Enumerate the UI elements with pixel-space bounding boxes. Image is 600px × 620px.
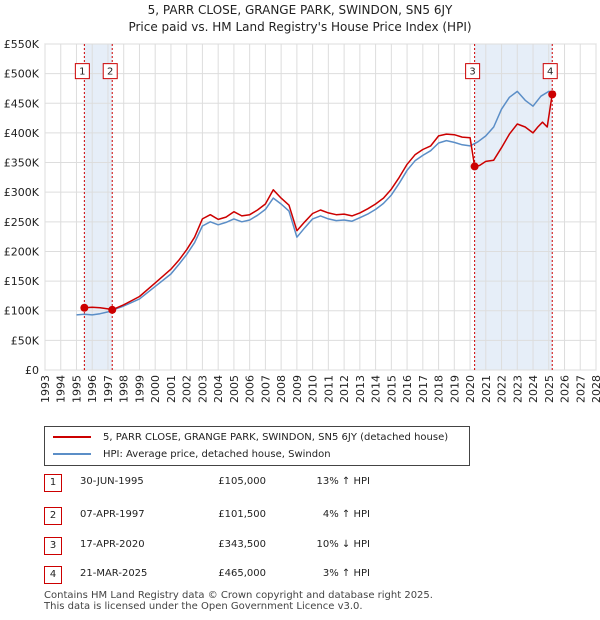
- x-tick-label: 2022: [496, 375, 509, 403]
- sale-hpi-diff: 13% ↑ HPI: [316, 476, 370, 487]
- legend-swatch-property: [53, 436, 91, 438]
- x-tick-label: 2025: [543, 375, 556, 403]
- x-tick-label: 2023: [511, 375, 524, 403]
- x-tick-label: 2019: [448, 375, 461, 403]
- y-tick-label: £50K: [11, 334, 40, 347]
- sale-marker-label: 2: [107, 67, 113, 78]
- y-tick-label: £300K: [4, 186, 40, 199]
- sale-date: 07-APR-1997: [80, 509, 145, 520]
- sale-hpi-diff: 3% ↑ HPI: [322, 568, 370, 579]
- x-tick-label: 1996: [86, 375, 99, 403]
- x-tick-label: 1994: [55, 375, 68, 403]
- x-tick-label: 2016: [401, 375, 414, 403]
- sale-marker-box: [74, 63, 90, 80]
- x-tick-label: 2011: [322, 375, 335, 403]
- y-tick-label: £200K: [4, 245, 40, 258]
- sale-row: 2 07-APR-1997 £101,500 4% ↑ HPI: [0, 507, 600, 525]
- x-tick-label: 2028: [590, 375, 600, 403]
- sale-marker-box: [465, 63, 481, 80]
- x-tick-label: 2002: [181, 375, 194, 403]
- x-tick-label: 2026: [559, 375, 572, 403]
- property-series-line: [84, 90, 556, 311]
- y-tick-label: £500K: [4, 68, 40, 81]
- sale-price: £343,500: [218, 539, 266, 550]
- sale-date: 21-MAR-2025: [80, 568, 148, 579]
- y-tick-label: £0: [25, 364, 39, 377]
- y-tick-label: £550K: [4, 38, 40, 51]
- x-tick-label: 2012: [338, 375, 351, 403]
- sale-marker-box: [102, 63, 118, 80]
- x-tick-label: 2017: [417, 375, 430, 403]
- sale-price: £465,000: [218, 568, 266, 579]
- x-tick-label: 2027: [574, 375, 587, 403]
- price-chart: £0 £50K £100K £150K £200K £250K £300K £350K £400…: [4, 38, 600, 403]
- x-tick-label: 2014: [370, 375, 383, 403]
- x-tick-label: 2001: [165, 375, 178, 403]
- x-tick-label: 2010: [307, 375, 320, 403]
- sale-point: [80, 303, 89, 312]
- sale-number-badge: 3: [44, 537, 62, 555]
- x-tick-label: 2007: [259, 375, 272, 403]
- chart-subtitle: Price paid vs. HM Land Registry's House …: [128, 20, 472, 34]
- y-tick-label: £150K: [4, 275, 40, 288]
- x-tick-label: 2008: [275, 375, 288, 403]
- chart-legend: 5, PARR CLOSE, GRANGE PARK, SWINDON, SN5…: [44, 426, 470, 466]
- sale-row: 3 17-APR-2020 £343,500 10% ↓ HPI: [0, 537, 600, 555]
- sale-number-badge: 4: [44, 566, 62, 584]
- sale-price: £101,500: [218, 509, 266, 520]
- x-tick-label: 1993: [39, 375, 52, 403]
- sale-row: 1 30-JUN-1995 £105,000 13% ↑ HPI: [0, 474, 600, 492]
- x-tick-label: 2009: [291, 375, 304, 403]
- x-tick-label: 2004: [212, 375, 225, 403]
- x-tick-label: 2000: [149, 375, 162, 403]
- x-tick-label: 2018: [433, 375, 446, 403]
- hpi-series-line: [76, 90, 556, 316]
- sale-point: [470, 162, 479, 171]
- sale-price: £105,000: [218, 476, 266, 487]
- sale-number-badge: 1: [44, 474, 62, 492]
- x-tick-label: 2006: [244, 375, 257, 403]
- footer: Contains HM Land Registry data © Crown c…: [44, 590, 433, 612]
- sale-point: [548, 90, 557, 99]
- sale-marker-label: 3: [469, 67, 475, 78]
- footer-licence: This data is licensed under the Open Gov…: [44, 601, 363, 612]
- sale-hpi-diff: 4% ↑ HPI: [322, 509, 370, 520]
- x-tick-label: 2005: [228, 375, 241, 403]
- sale-hpi-diff: 10% ↓ HPI: [316, 539, 370, 550]
- sale-marker-label: 4: [547, 67, 553, 78]
- legend-swatch-hpi: [53, 453, 91, 455]
- sale-point: [108, 305, 117, 314]
- x-tick-label: 1997: [102, 375, 115, 403]
- sale-marker-label: 1: [79, 67, 85, 78]
- x-tick-label: 2015: [385, 375, 398, 403]
- sale-date: 30-JUN-1995: [80, 476, 144, 487]
- legend-label-property: 5, PARR CLOSE, GRANGE PARK, SWINDON, SN5…: [103, 431, 449, 443]
- chart-title: 5, PARR CLOSE, GRANGE PARK, SWINDON, SN5…: [147, 3, 453, 17]
- x-tick-label: 2024: [527, 375, 540, 403]
- x-tick-label: 2013: [354, 375, 367, 403]
- x-tick-label: 2003: [196, 375, 209, 403]
- footer-copyright: Contains HM Land Registry data © Crown c…: [44, 590, 433, 601]
- y-tick-label: £100K: [4, 305, 40, 318]
- x-tick-label: 2020: [464, 375, 477, 403]
- y-tick-label: £250K: [4, 216, 40, 229]
- y-tick-label: £400K: [4, 127, 40, 140]
- x-tick-label: 2021: [480, 375, 493, 403]
- legend-item-hpi: HPI: Average price, detached house, Swin…: [53, 447, 331, 461]
- y-tick-label: £450K: [4, 97, 40, 110]
- x-tick-label: 1998: [118, 375, 131, 403]
- sale-number-badge: 2: [44, 507, 62, 525]
- sale-marker-box: [542, 63, 558, 80]
- sale-date: 17-APR-2020: [80, 539, 145, 550]
- x-tick-label: 1999: [133, 375, 146, 403]
- y-tick-label: £350K: [4, 157, 40, 170]
- legend-label-hpi: HPI: Average price, detached house, Swin…: [103, 448, 331, 460]
- sale-row: 4 21-MAR-2025 £465,000 3% ↑ HPI: [0, 566, 600, 584]
- legend-item-property: 5, PARR CLOSE, GRANGE PARK, SWINDON, SN5…: [53, 430, 448, 444]
- x-tick-label: 1995: [70, 375, 83, 403]
